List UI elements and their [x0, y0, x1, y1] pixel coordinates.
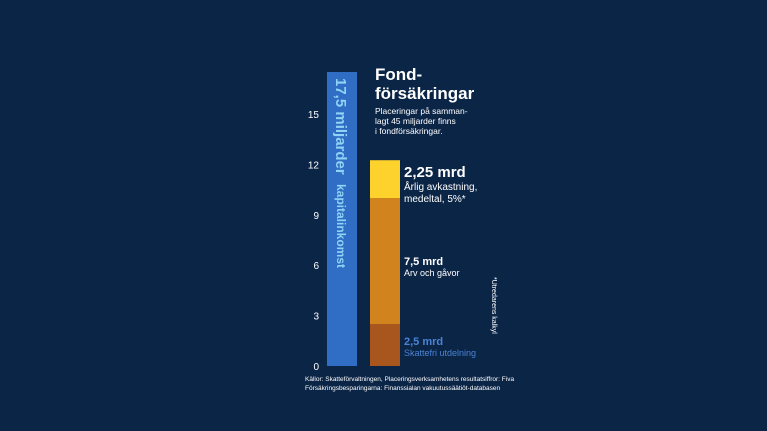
- bottom-segment-value-label: 2,5 mrd: [404, 336, 443, 348]
- tall-bar-label-line2: kapitalinkomst: [334, 184, 348, 268]
- segment-arv-och-gavor: [370, 198, 400, 324]
- chart-title-line1: Fond-: [375, 65, 422, 84]
- y-tick-label: 12: [308, 160, 320, 171]
- top-segment-name-line1: Årlig avkastning,: [404, 180, 477, 193]
- tall-bar-label-2: kapitalinkomst: [334, 184, 348, 268]
- tall-bar-label-line1: 17,5 miljarder: [332, 78, 349, 175]
- top-segment-name-line2: medeltal, 5%*: [404, 194, 466, 205]
- y-tick-label: 3: [313, 312, 319, 323]
- subtitle-line1: Placeringar på samman-: [375, 106, 468, 116]
- footnote-vertical: *Utredarens kalkyl: [490, 277, 497, 334]
- y-tick-label: 9: [313, 211, 319, 222]
- source-line2: Försäkringsbesparingarna: Finanssialan v…: [305, 385, 500, 392]
- subtitle-line3: i fondförsäkringar.: [375, 126, 443, 136]
- segment-arlig-avkastning: [370, 160, 400, 198]
- stacked-bar: [370, 160, 400, 366]
- tall-bar-kapitalinkomst: [327, 72, 357, 366]
- y-tick-label: 0: [313, 362, 319, 373]
- top-segment-value-label: 2,25 mrd: [404, 164, 466, 181]
- segment-skattefri-utdelning: [370, 324, 400, 366]
- y-tick-label: 6: [313, 261, 319, 272]
- y-axis-ticks: 0 3 6 9 12 15: [308, 110, 320, 373]
- middle-segment-value-label: 7,5 mrd: [404, 256, 443, 268]
- bottom-segment-name: Skattefri utdelning: [404, 348, 476, 358]
- tall-bar-label: 17,5 miljarder: [332, 78, 349, 175]
- y-tick-label: 15: [308, 110, 320, 121]
- chart-title-line2: försäkringar: [375, 84, 475, 103]
- middle-segment-name: Arv och gåvor: [404, 268, 460, 278]
- subtitle-line2: lagt 45 miljarder finns: [375, 116, 456, 126]
- source-line1: Källor: Skatteförvaltningen, Placeringsv…: [305, 376, 514, 383]
